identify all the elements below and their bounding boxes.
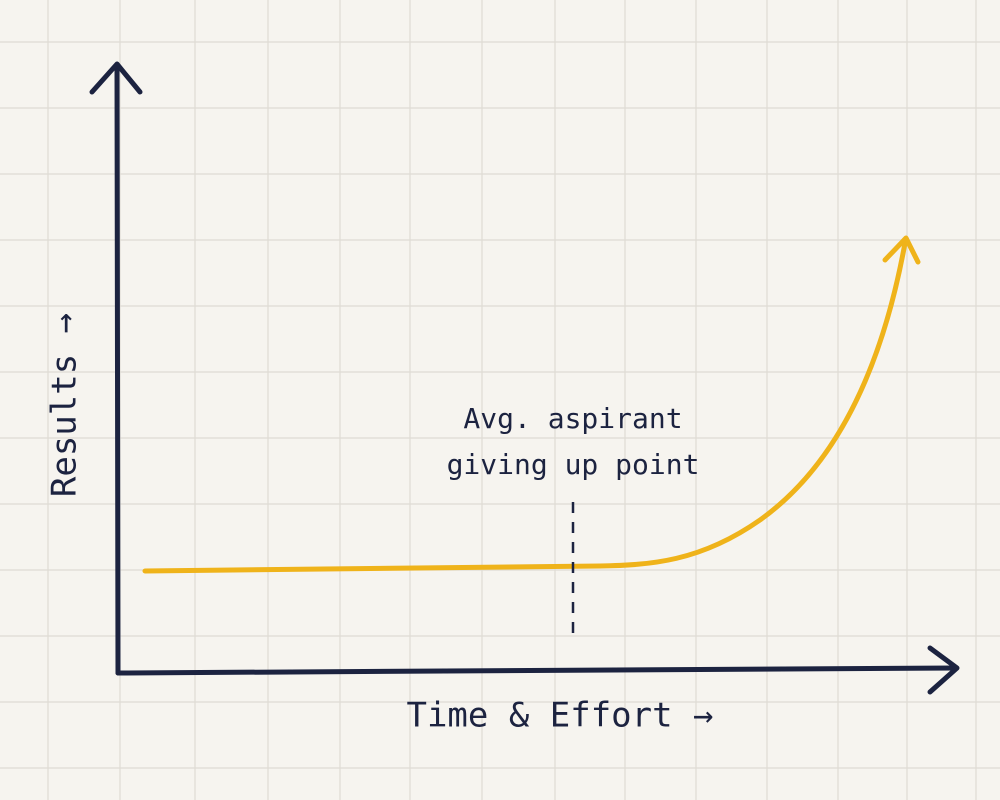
y-axis-label: Results →: [45, 313, 85, 497]
axes: [89, 61, 960, 695]
x-axis-arrow: [927, 645, 960, 695]
x-axis-label: Time & Effort →: [406, 696, 713, 736]
annotation-line: giving up point: [447, 448, 700, 481]
y-axis-arrow: [89, 61, 143, 95]
x-axis: [115, 665, 959, 676]
annotation-line: Avg. aspirant: [463, 402, 682, 435]
y-axis: [114, 63, 121, 676]
curve-arrow: [882, 235, 921, 265]
growth-curve: [142, 240, 908, 574]
